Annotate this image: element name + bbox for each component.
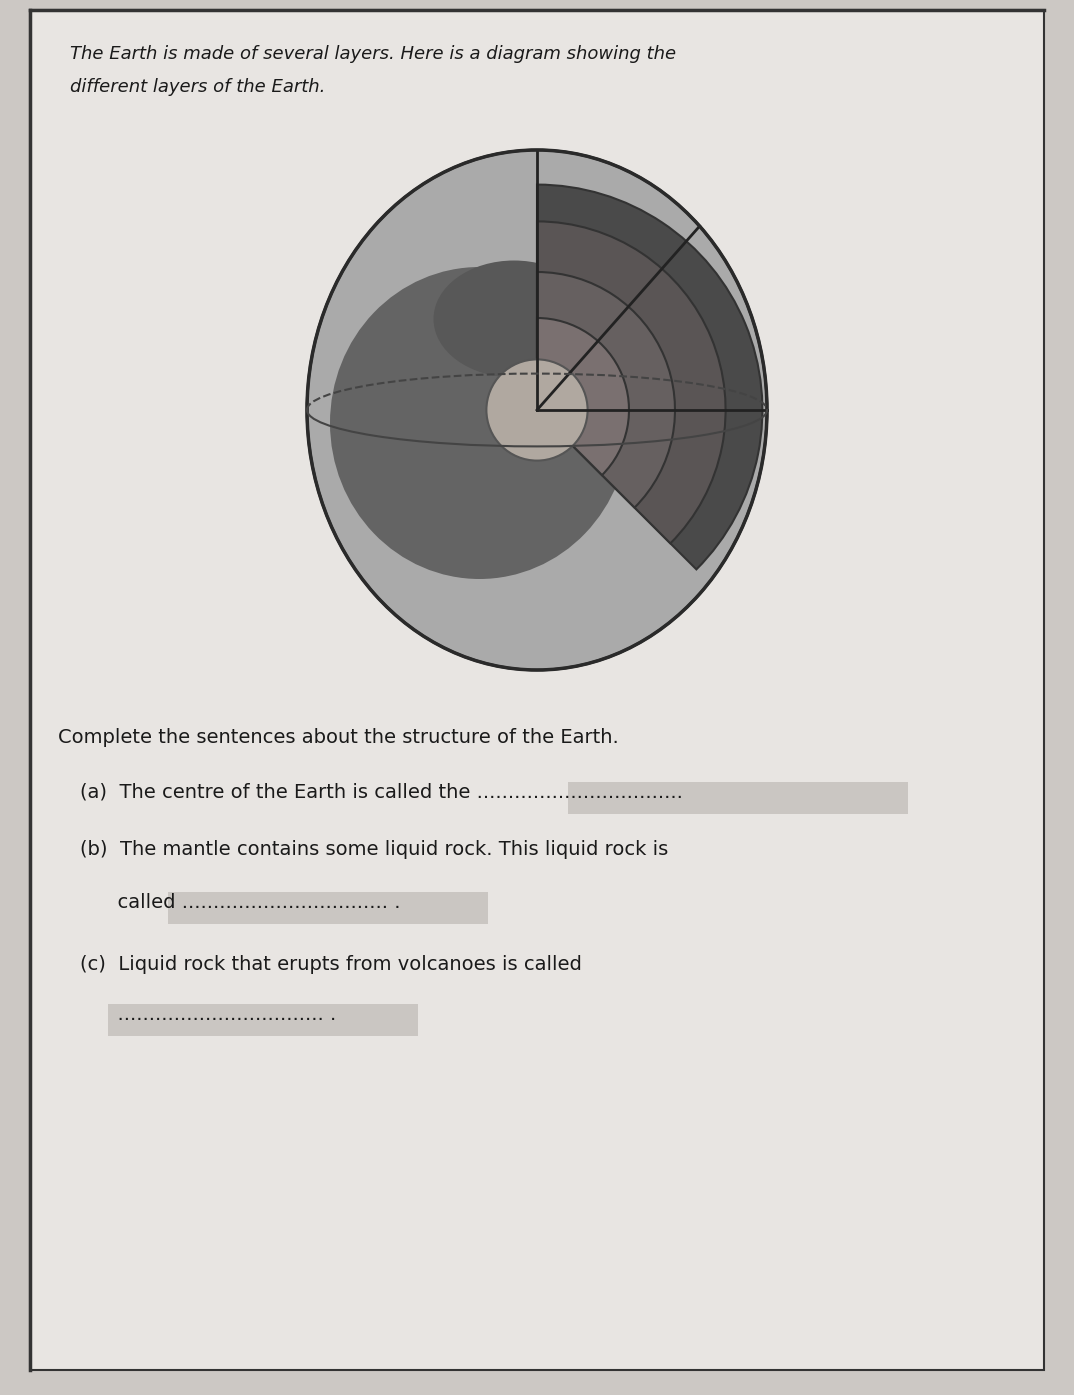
Text: different layers of the Earth.: different layers of the Earth. xyxy=(70,78,325,96)
Text: Complete the sentences about the structure of the Earth.: Complete the sentences about the structu… xyxy=(58,728,619,746)
Ellipse shape xyxy=(434,261,595,378)
FancyBboxPatch shape xyxy=(108,1004,418,1036)
Wedge shape xyxy=(537,272,674,508)
Text: called ................................. .: called .................................… xyxy=(79,893,401,912)
Text: (b)  The mantle contains some liquid rock. This liquid rock is: (b) The mantle contains some liquid rock… xyxy=(79,840,668,859)
Ellipse shape xyxy=(307,151,767,670)
Text: The Earth is made of several layers. Here is a diagram showing the: The Earth is made of several layers. Her… xyxy=(70,45,677,63)
Circle shape xyxy=(487,360,587,460)
Wedge shape xyxy=(537,222,726,544)
FancyBboxPatch shape xyxy=(168,891,488,923)
Wedge shape xyxy=(537,184,763,569)
Text: (a)  The centre of the Earth is called the .................................: (a) The centre of the Earth is called th… xyxy=(79,783,683,802)
FancyBboxPatch shape xyxy=(30,10,1044,1370)
Wedge shape xyxy=(537,318,629,476)
Text: ................................. .: ................................. . xyxy=(79,1004,336,1024)
Text: (c)  Liquid rock that erupts from volcanoes is called: (c) Liquid rock that erupts from volcano… xyxy=(79,956,582,974)
Ellipse shape xyxy=(330,266,629,579)
FancyBboxPatch shape xyxy=(568,783,908,815)
